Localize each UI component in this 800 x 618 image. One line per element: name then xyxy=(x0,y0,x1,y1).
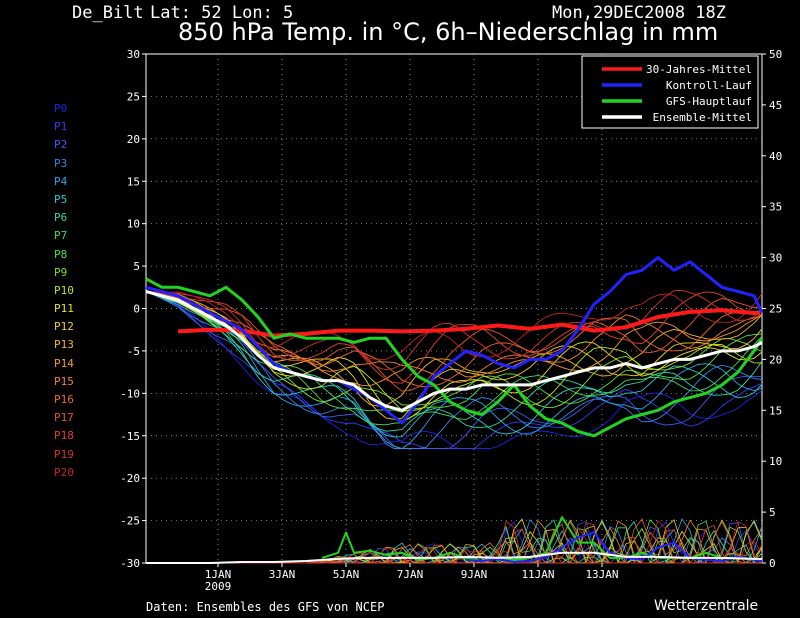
member-label: P12 xyxy=(54,320,74,334)
member-label: P7 xyxy=(54,229,68,243)
member-temp-line xyxy=(145,291,763,384)
legend-label: Ensemble-Mittel xyxy=(653,111,752,124)
member-label: P11 xyxy=(54,302,74,316)
member-label: P1 xyxy=(54,120,68,134)
member-label: P14 xyxy=(54,356,74,370)
y-right-tick-label: 10 xyxy=(769,455,782,468)
y-left-tick-label: 20 xyxy=(127,133,140,146)
series-gfs-hauptlauf-left xyxy=(145,277,764,438)
member-label: P19 xyxy=(54,447,74,461)
plot-frame xyxy=(145,53,763,564)
legend-label: Kontroll-Lauf xyxy=(666,79,752,92)
highlight-series xyxy=(145,256,764,564)
brand-label: Wetterzentrale xyxy=(654,598,759,614)
y-left-tick-label: 15 xyxy=(127,175,140,188)
legend-label: 30-Jahres-Mittel xyxy=(646,63,752,76)
y-left-tick-label: 5 xyxy=(133,260,140,273)
x-tick-label: 5JAN xyxy=(333,568,360,581)
y-left-tick-label: 30 xyxy=(127,48,140,61)
y-right-tick-label: 45 xyxy=(769,99,782,112)
member-label: P16 xyxy=(54,393,74,406)
y-right-tick-label: 50 xyxy=(769,48,782,61)
y-left-tick-label: -5 xyxy=(127,345,140,358)
series-ensemble-mittel-left xyxy=(145,290,763,412)
member-temp-line xyxy=(145,291,763,388)
station-coordinates: Lat: 52 Lon: 5 xyxy=(150,3,294,23)
y-right-tick-label: 20 xyxy=(769,353,782,366)
member-label: P17 xyxy=(54,411,74,425)
y-right-tick-label: 0 xyxy=(769,557,776,570)
y-left-tick-label: -25 xyxy=(120,515,140,528)
y-left-tick-label: -20 xyxy=(120,472,140,485)
member-temp-line xyxy=(145,291,763,426)
member-label: P13 xyxy=(54,338,74,352)
y-right-tick-label: 35 xyxy=(769,201,782,214)
x-tick-label: 1JAN xyxy=(205,568,232,581)
model-run-time: Mon,29DEC2008 18Z xyxy=(552,3,726,23)
member-label: P15 xyxy=(54,374,74,388)
y-right-tick-label: 15 xyxy=(769,404,782,417)
member-label: P6 xyxy=(54,211,68,225)
x-tick-label: 3JAN xyxy=(269,568,296,581)
member-label: P4 xyxy=(54,174,68,188)
y-right-tick-label: 5 xyxy=(769,506,776,519)
legend-label: GFS-Hauptlauf xyxy=(666,95,752,108)
member-label: P8 xyxy=(54,247,68,261)
chart-title: 850 hPa Temp. in °C, 6h–Niederschlag in … xyxy=(178,18,719,46)
x-tick-label: 9JAN xyxy=(461,568,488,581)
member-label: P9 xyxy=(54,265,68,279)
member-temp-line xyxy=(145,291,763,392)
y-right-tick-label: 30 xyxy=(769,252,782,265)
member-label: P18 xyxy=(54,429,74,443)
chart-legend: 30-Jahres-Mittel Kontroll-Lauf GFS-Hauptla… xyxy=(581,55,759,129)
y-right-tick-label: 40 xyxy=(769,150,782,163)
series-30-jahres-mittel-left xyxy=(177,308,761,338)
y-left-tick-label: 10 xyxy=(127,218,140,231)
ensemble-member-list: P0 P1 P2 P3 P4 P5 P6 P7 P8 P9 P10 P11 P12 P13 P14 P15 P1… xyxy=(54,100,74,482)
member-label: P5 xyxy=(54,192,68,206)
data-source-note: Daten: Ensembles des GFS von NCEP xyxy=(146,600,385,614)
member-label: P2 xyxy=(54,138,68,152)
member-label: P0 xyxy=(54,102,68,115)
x-tick-label: 11JAN xyxy=(521,568,554,581)
y-right-tick-label: 25 xyxy=(769,303,782,316)
y-left-tick-label: -15 xyxy=(120,430,140,443)
series-ensemble-mittel-right xyxy=(146,551,762,564)
axes: -30 -25 -20 -15 -10 -5 0 5 10 15 20 25 30 0 5 10 15 20 25 3… xyxy=(120,48,782,593)
x-year-label: 2009 xyxy=(205,580,232,593)
y-left-tick-label: -30 xyxy=(120,557,140,570)
station-name: De_Bilt xyxy=(72,3,144,23)
member-label: P20 xyxy=(54,465,74,479)
member-temp-line xyxy=(145,291,763,432)
plot-area xyxy=(145,53,763,564)
member-label: P3 xyxy=(54,156,68,170)
series-kontroll-lauf-left xyxy=(145,256,764,425)
y-left-tick-label: 0 xyxy=(133,303,140,316)
x-tick-label: 7JAN xyxy=(397,568,424,581)
y-left-tick-label: 25 xyxy=(127,90,140,103)
y-left-tick-label: -10 xyxy=(120,387,140,400)
member-label: P10 xyxy=(54,283,74,297)
x-tick-label: 13JAN xyxy=(585,568,618,581)
